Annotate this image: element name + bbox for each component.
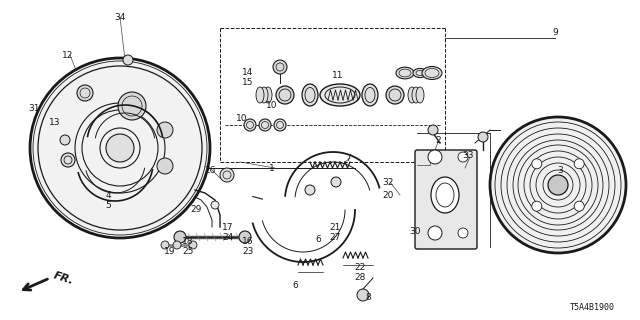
Text: 21: 21 (330, 223, 340, 233)
Text: 4: 4 (105, 190, 111, 199)
Circle shape (157, 158, 173, 174)
Text: 23: 23 (243, 247, 253, 257)
Text: 10: 10 (236, 114, 248, 123)
Ellipse shape (276, 86, 294, 104)
Text: 31: 31 (28, 103, 40, 113)
Text: 12: 12 (62, 51, 74, 60)
Text: FR.: FR. (52, 270, 75, 286)
Circle shape (574, 201, 584, 211)
Circle shape (161, 241, 169, 249)
Circle shape (30, 58, 210, 238)
Circle shape (331, 177, 341, 187)
Ellipse shape (244, 119, 256, 131)
Text: 6: 6 (315, 236, 321, 244)
Text: 25: 25 (182, 247, 194, 257)
Text: T5A4B1900: T5A4B1900 (570, 303, 615, 312)
Ellipse shape (416, 87, 424, 103)
Circle shape (428, 125, 438, 135)
Circle shape (211, 201, 219, 209)
Circle shape (239, 231, 251, 243)
Text: 9: 9 (552, 28, 558, 36)
Ellipse shape (386, 86, 404, 104)
Ellipse shape (413, 68, 427, 77)
Circle shape (189, 241, 197, 249)
Circle shape (458, 152, 468, 162)
Circle shape (357, 289, 369, 301)
Ellipse shape (412, 87, 420, 103)
FancyBboxPatch shape (415, 150, 477, 249)
Text: 30: 30 (409, 228, 420, 236)
Text: 34: 34 (115, 12, 125, 21)
Text: 5: 5 (105, 201, 111, 210)
Circle shape (61, 153, 75, 167)
Text: 1: 1 (269, 164, 275, 172)
Ellipse shape (408, 87, 416, 103)
Circle shape (428, 226, 442, 240)
Ellipse shape (362, 84, 378, 106)
Text: 14: 14 (243, 68, 253, 76)
Text: 18: 18 (182, 237, 194, 246)
Text: 7: 7 (345, 154, 351, 163)
Text: 20: 20 (382, 190, 394, 199)
Text: 11: 11 (332, 70, 344, 79)
Circle shape (490, 117, 626, 253)
Circle shape (575, 180, 586, 190)
Circle shape (174, 231, 186, 243)
Text: 16: 16 (243, 237, 253, 246)
Text: 6: 6 (292, 281, 298, 290)
Text: 32: 32 (382, 178, 394, 187)
Text: 28: 28 (355, 274, 365, 283)
Circle shape (106, 134, 134, 162)
Ellipse shape (259, 119, 271, 131)
Text: 8: 8 (365, 293, 371, 302)
Ellipse shape (431, 177, 459, 213)
Text: 22: 22 (355, 263, 365, 273)
Text: 10: 10 (266, 100, 278, 109)
Circle shape (532, 201, 542, 211)
Ellipse shape (302, 84, 318, 106)
Text: 24: 24 (222, 234, 234, 243)
Text: 15: 15 (243, 77, 253, 86)
Circle shape (478, 132, 488, 142)
Circle shape (532, 159, 542, 169)
Text: 3: 3 (557, 165, 563, 174)
Circle shape (531, 180, 540, 190)
Ellipse shape (422, 67, 442, 79)
Circle shape (273, 60, 287, 74)
Circle shape (173, 241, 181, 249)
Circle shape (77, 85, 93, 101)
Circle shape (60, 135, 70, 145)
Circle shape (123, 55, 133, 65)
Text: 33: 33 (462, 150, 474, 159)
Ellipse shape (264, 87, 272, 103)
Circle shape (157, 122, 173, 138)
Circle shape (220, 168, 234, 182)
Text: 13: 13 (49, 117, 61, 126)
Circle shape (458, 228, 468, 238)
Circle shape (118, 92, 146, 120)
Ellipse shape (274, 119, 286, 131)
Text: 17: 17 (222, 223, 234, 233)
Circle shape (575, 180, 586, 190)
Ellipse shape (260, 87, 268, 103)
Ellipse shape (320, 84, 360, 106)
Circle shape (548, 175, 568, 195)
Circle shape (574, 159, 584, 169)
Text: 29: 29 (190, 205, 202, 214)
Text: 2: 2 (435, 135, 441, 145)
Text: 27: 27 (330, 234, 340, 243)
Circle shape (428, 150, 442, 164)
Ellipse shape (256, 87, 264, 103)
Text: 19: 19 (164, 247, 176, 257)
Circle shape (531, 180, 540, 190)
Ellipse shape (396, 67, 414, 79)
Circle shape (305, 185, 315, 195)
Text: 26: 26 (204, 165, 216, 174)
